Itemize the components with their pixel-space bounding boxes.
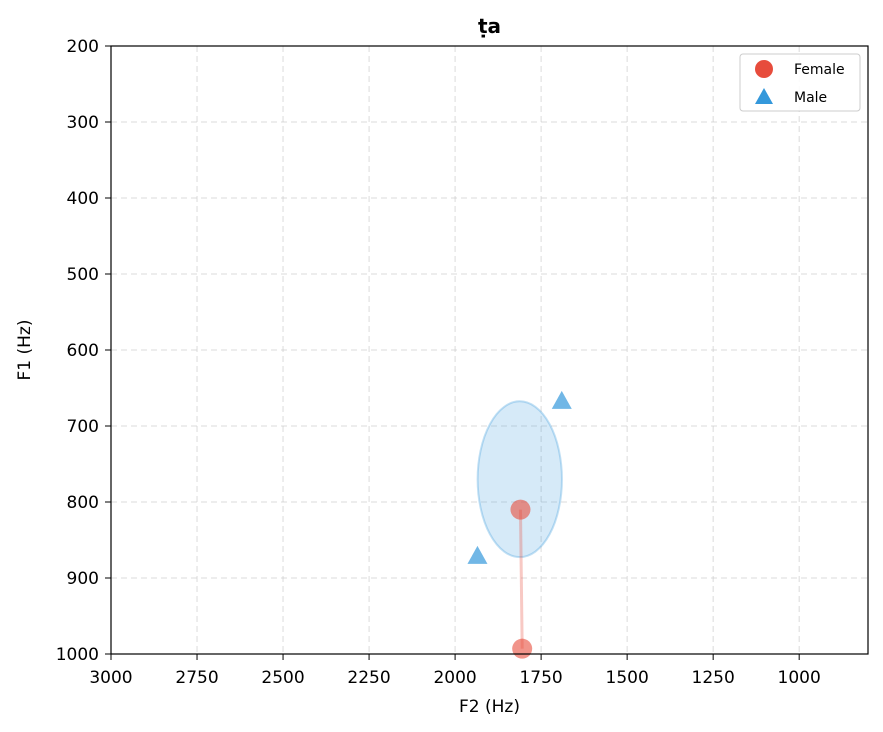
male-point	[467, 545, 488, 564]
y-tick-label: 600	[67, 341, 99, 361]
female-connector-line	[518, 509, 524, 649]
y-tick-label: 500	[67, 265, 99, 285]
x-axis-label: F2 (Hz)	[459, 697, 520, 717]
y-tick-label: 400	[67, 189, 99, 209]
x-tick-label: 2750	[175, 668, 218, 688]
y-tick-label: 200	[67, 37, 99, 57]
axis-ticks: 3000 2750 2500 2250 2000 1750 1500 1250 1000 200 3…	[56, 37, 821, 688]
x-tick-label: 2250	[347, 668, 390, 688]
legend-label: Female	[794, 62, 845, 78]
male-ellipse	[476, 400, 563, 559]
female-point	[510, 499, 531, 520]
male-point	[551, 390, 572, 409]
y-tick-label: 1000	[56, 645, 99, 665]
y-tick-label: 900	[67, 569, 99, 589]
legend-male-marker	[755, 88, 773, 104]
x-tick-label: 1000	[778, 668, 821, 688]
x-tick-label: 2000	[433, 668, 476, 688]
x-tick-label: 1500	[606, 668, 649, 688]
female-point	[512, 638, 533, 659]
connectors	[518, 509, 524, 649]
confidence-ellipses	[476, 400, 563, 559]
x-tick-label: 3000	[89, 668, 132, 688]
x-tick-label: 2500	[261, 668, 304, 688]
y-axis-label: F1 (Hz)	[15, 320, 35, 381]
x-tick-label: 1250	[692, 668, 735, 688]
y-tick-label: 800	[67, 493, 99, 513]
y-tick-label: 700	[67, 417, 99, 437]
chart-title: ṭa	[478, 14, 501, 38]
legend-label: Male	[794, 90, 827, 106]
legend-female-marker	[755, 60, 773, 78]
legend: Female Male	[739, 53, 861, 112]
y-tick-label: 300	[67, 113, 99, 133]
grid	[110, 45, 868, 655]
x-tick-label: 1750	[519, 668, 562, 688]
